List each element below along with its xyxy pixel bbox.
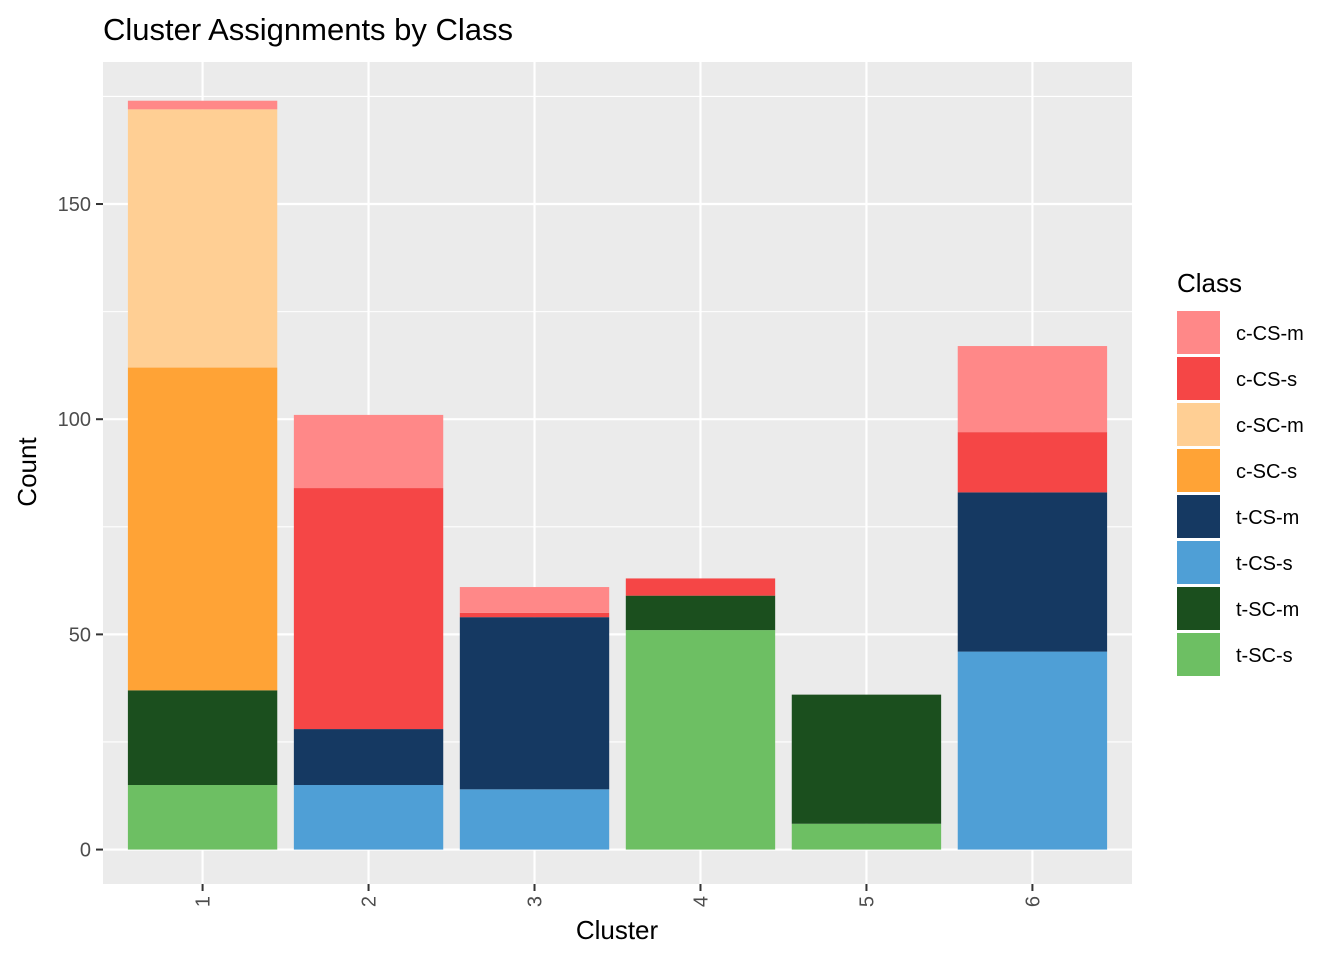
legend-key-t-SC-s: [1177, 633, 1220, 676]
legend-label-c-SC-m: c-SC-m: [1236, 415, 1304, 437]
bar-segment-c-CS-s-cluster-3: [459, 612, 610, 618]
legend-key-t-SC-m: [1177, 587, 1220, 630]
y-axis-title: Count: [12, 437, 42, 507]
legend-items: c-CS-m c-CS-s c-SC-m c-SC-s t-CS-m t-CS-s t-SC…: [1177, 311, 1304, 676]
bar-segment-c-SC-m-cluster-1: [127, 109, 278, 368]
bar-segment-t-CS-s-cluster-3: [459, 789, 610, 850]
legend-label-t-SC-s: t-SC-s: [1236, 645, 1293, 667]
legend: Class c-CS-m c-CS-s c-SC-m c-SC-s t-CS-m t-CS…: [1177, 268, 1304, 676]
x-axis-title: Cluster: [576, 915, 659, 945]
legend-key-c-SC-m: [1177, 403, 1220, 446]
bar-segment-t-SC-m-cluster-1: [127, 690, 278, 786]
bar-segment-t-SC-s-cluster-5: [791, 823, 942, 850]
bar-segment-c-CS-s-cluster-4: [625, 578, 776, 596]
bar-segment-t-CS-s-cluster-6: [957, 651, 1108, 850]
bar-segment-c-CS-s-cluster-2: [293, 488, 444, 730]
bar-segment-c-CS-m-cluster-1: [127, 100, 278, 110]
bar-segment-t-CS-m-cluster-2: [293, 729, 444, 786]
legend-key-c-CS-s: [1177, 357, 1220, 400]
x-tick-label: 5: [856, 896, 878, 907]
bars: [127, 100, 1108, 850]
legend-label-t-CS-s: t-CS-s: [1236, 553, 1293, 575]
y-tick-label: 0: [80, 840, 91, 862]
bar-segment-c-CS-m-cluster-6: [957, 346, 1108, 433]
x-tick-label: 6: [1022, 896, 1044, 907]
legend-label-t-SC-m: t-SC-m: [1236, 599, 1299, 621]
legend-label-c-CS-s: c-CS-s: [1236, 369, 1297, 391]
bar-segment-c-CS-m-cluster-2: [293, 414, 444, 489]
x-tick-label: 4: [690, 896, 712, 907]
bar-segment-t-SC-m-cluster-4: [625, 595, 776, 631]
legend-label-c-CS-m: c-CS-m: [1236, 323, 1304, 345]
x-tick-label: 1: [193, 896, 215, 907]
legend-label-t-CS-m: t-CS-m: [1236, 507, 1299, 529]
bar-segment-c-CS-s-cluster-6: [957, 432, 1108, 493]
chart-title: Cluster Assignments by Class: [103, 12, 513, 47]
x-tick-label: 2: [359, 896, 381, 907]
bar-segment-t-CS-s-cluster-2: [293, 785, 444, 850]
y-axis: 0 50 100 150: [58, 194, 103, 862]
bar-segment-t-SC-m-cluster-5: [791, 694, 942, 824]
bar-segment-c-CS-m-cluster-3: [459, 587, 610, 613]
bar-segment-c-SC-s-cluster-1: [127, 367, 278, 691]
y-tick-label: 100: [58, 409, 91, 431]
legend-key-c-CS-m: [1177, 311, 1220, 354]
legend-title: Class: [1177, 268, 1242, 298]
legend-key-c-SC-s: [1177, 449, 1220, 492]
bar-segment-t-SC-s-cluster-4: [625, 630, 776, 850]
bar-segment-t-CS-m-cluster-6: [957, 492, 1108, 652]
legend-label-c-SC-s: c-SC-s: [1236, 461, 1297, 483]
y-tick-label: 50: [69, 624, 91, 646]
x-tick-label: 3: [525, 896, 547, 907]
bar-segment-t-CS-m-cluster-3: [459, 617, 610, 790]
y-tick-label: 150: [58, 194, 91, 216]
legend-key-t-CS-m: [1177, 495, 1220, 538]
bar-segment-t-SC-s-cluster-1: [127, 785, 278, 850]
x-axis: 1 2 3 4 5 6: [193, 884, 1044, 907]
legend-key-t-CS-s: [1177, 541, 1220, 584]
